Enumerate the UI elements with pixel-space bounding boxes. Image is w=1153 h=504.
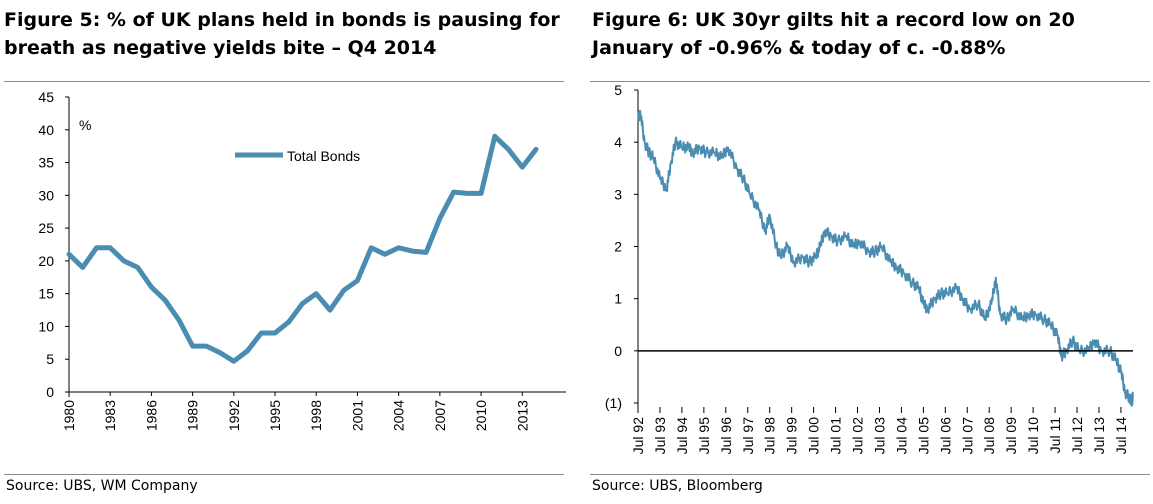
x-tick-label: 1998 (308, 400, 324, 431)
y-tick-label: 15 (38, 286, 54, 302)
x-tick-label: 1986 (143, 400, 159, 431)
figure-6-chart: (1) 0 1 2 3 4 5 Jul 92 Jul 93 Jul 94 Jul 95 Jul 96 J… (605, 82, 1134, 455)
legend-label: Total Bonds (287, 148, 360, 164)
y-tick-label: 40 (38, 122, 54, 138)
x-tick-label: Jul 96 (718, 417, 734, 455)
x-tick-label: Jul 02 (850, 417, 866, 455)
x-tick-label: Jul 05 (915, 417, 931, 455)
y-tick-label: 0 (46, 384, 54, 400)
y-tick-label: 3 (614, 186, 622, 202)
figure-6-title: Figure 6: UK 30yr gilts hit a record low… (592, 9, 1075, 59)
figure-5-title: Figure 5: % of UK plans held in bonds is… (4, 9, 560, 59)
figure-6-bottom-rule (590, 474, 1150, 475)
figure-5-chart: 0 5 10 15 20 25 30 35 40 45% 1980 1983 1986 1989 1992 1… (38, 89, 566, 431)
x-tick-label: 2004 (391, 400, 407, 431)
x-tick-label: 1992 (226, 400, 242, 431)
figure-6-source: Source: UBS, Bloomberg (592, 478, 763, 494)
y-tick-label: 4 (614, 134, 622, 150)
x-tick-label: 2013 (514, 400, 530, 431)
x-tick-label: Jul 00 (806, 417, 822, 455)
x-tick-label: Jul 10 (1025, 417, 1041, 455)
y-tick-label: 25 (38, 220, 54, 236)
y-tick-label: 0 (614, 343, 622, 359)
x-tick-label: Jul 95 (696, 417, 712, 455)
y-tick-label: (1) (605, 395, 622, 411)
x-tick-label: 2007 (432, 400, 448, 431)
x-tick-label: 1983 (102, 400, 118, 431)
x-tick-label: 1980 (61, 400, 77, 431)
y-tick-label: 35 (38, 155, 54, 171)
x-tick-label: 2001 (349, 400, 365, 431)
x-tick-label: 1995 (267, 400, 283, 431)
y-tick-label: 2 (614, 239, 622, 255)
y-tick-label: 30 (38, 187, 54, 203)
x-tick-label: Jul 06 (937, 417, 953, 455)
y-tick-label: 1 (614, 291, 622, 307)
y-tick-label: 5 (614, 82, 622, 98)
figure-5-bottom-rule (4, 474, 564, 475)
x-tick-label: Jul 03 (871, 417, 887, 455)
x-tick-label: Jul 13 (1091, 417, 1107, 455)
y-tick-label: 5 (46, 351, 54, 367)
y-tick-label: 20 (38, 253, 54, 269)
y-axis-unit-label: % (79, 117, 91, 133)
x-tick-label: Jul 04 (893, 417, 909, 455)
x-tick-label: Jul 14 (1113, 417, 1129, 455)
x-tick-label: Jul 01 (828, 417, 844, 455)
x-tick-label: Jul 92 (630, 417, 646, 455)
figure-5-top-rule (4, 81, 564, 82)
x-tick-label: Jul 11 (1047, 417, 1063, 454)
x-tick-label: Jul 08 (981, 417, 997, 455)
total-bonds-line (66, 133, 539, 364)
x-tick-label: 1989 (185, 400, 201, 431)
x-tick-label: Jul 94 (674, 417, 690, 455)
gilt-yield-line (637, 109, 1134, 407)
x-tick-label: Jul 12 (1069, 417, 1085, 455)
y-tick-label: 10 (38, 318, 54, 334)
figure-5-source: Source: UBS, WM Company (6, 478, 198, 494)
figure-6-top-rule (590, 81, 1150, 82)
x-tick-label: Jul 93 (652, 417, 668, 455)
x-tick-label: Jul 97 (740, 417, 756, 455)
x-tick-label: Jul 99 (784, 417, 800, 455)
x-tick-label: Jul 07 (959, 417, 975, 455)
x-tick-label: 2010 (473, 400, 489, 431)
x-tick-label: Jul 98 (762, 417, 778, 455)
x-tick-label: Jul 09 (1003, 417, 1019, 455)
y-tick-label: 45 (38, 89, 54, 105)
